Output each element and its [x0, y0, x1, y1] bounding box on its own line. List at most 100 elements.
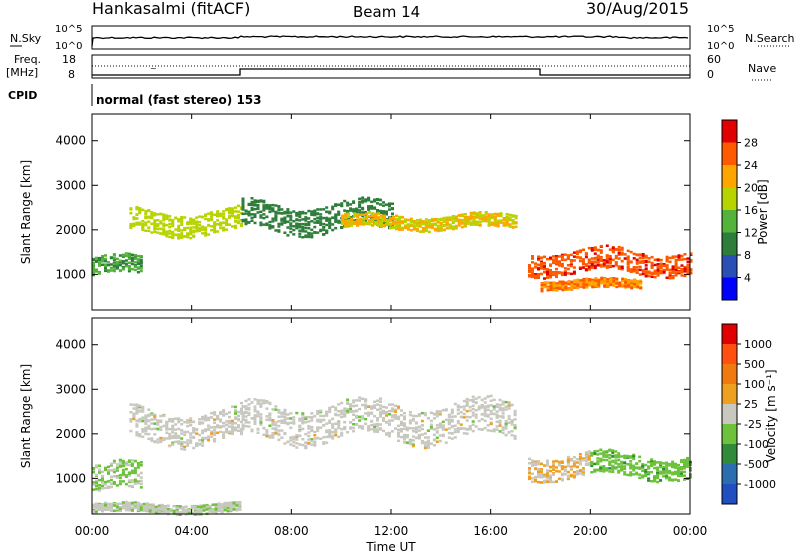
range-cell — [98, 261, 101, 265]
range-cell — [130, 480, 134, 483]
range-cell — [683, 257, 687, 261]
range-cell — [395, 223, 398, 226]
range-cell — [127, 479, 131, 482]
range-cell — [540, 476, 543, 479]
range-cell — [268, 412, 272, 415]
range-cell — [118, 461, 122, 464]
range-cell — [262, 401, 266, 405]
range-cell — [374, 222, 378, 226]
range-cell — [240, 222, 243, 226]
range-cell — [129, 226, 133, 229]
range-cell — [552, 281, 556, 284]
range-cell — [244, 421, 248, 424]
range-cell — [379, 211, 382, 214]
range-cell — [632, 455, 636, 458]
range-cell — [135, 217, 139, 220]
range-cell — [313, 434, 317, 437]
range-cell — [686, 456, 689, 460]
range-cell — [213, 228, 217, 232]
range-cell — [356, 214, 360, 218]
range-cell — [178, 511, 182, 515]
range-cell — [385, 211, 388, 214]
range-cell — [331, 216, 335, 219]
range-cell — [668, 464, 672, 467]
range-cell — [408, 419, 412, 422]
range-cell — [136, 503, 140, 506]
range-cell — [438, 439, 442, 443]
range-cell — [268, 204, 272, 207]
range-cell — [344, 220, 348, 223]
range-cell — [635, 472, 639, 476]
range-cell — [213, 433, 217, 436]
range-cell — [686, 257, 690, 260]
range-cell — [623, 456, 627, 460]
range-cell — [388, 431, 391, 435]
range-cell — [495, 415, 499, 418]
range-cell — [204, 414, 208, 418]
range-cell — [135, 405, 139, 408]
range-cell — [235, 501, 239, 504]
range-cell — [253, 201, 257, 204]
range-cell — [331, 426, 335, 429]
range-cell — [644, 468, 648, 472]
range-cell — [662, 472, 666, 475]
range-cell — [391, 224, 394, 227]
range-cell — [626, 269, 630, 272]
range-cell — [382, 417, 385, 420]
range-cell — [262, 201, 266, 204]
range-cell — [231, 207, 234, 211]
range-cell — [349, 421, 353, 424]
range-cell — [674, 274, 678, 277]
range-cell — [139, 264, 143, 268]
range-cell — [92, 483, 95, 486]
range-cell — [132, 407, 136, 410]
range-cell — [136, 260, 140, 264]
range-cell — [250, 219, 254, 222]
range-cell — [237, 429, 240, 432]
range-cell — [92, 266, 95, 269]
range-cell — [153, 433, 157, 436]
range-cell — [156, 427, 160, 431]
range-cell — [316, 418, 320, 422]
range-cell — [686, 272, 690, 275]
range-cell — [244, 405, 248, 408]
range-cell — [322, 418, 326, 422]
range-cell — [617, 452, 621, 455]
range-cell — [578, 460, 582, 463]
range-cell — [584, 459, 588, 463]
range-cell — [304, 230, 308, 233]
range-cell — [489, 421, 493, 424]
range-cell — [397, 428, 400, 431]
range-cell — [228, 422, 231, 425]
range-cell — [680, 274, 684, 277]
range-cell — [124, 259, 128, 262]
range-cell — [231, 419, 234, 423]
range-cell — [129, 207, 133, 210]
range-cell — [231, 225, 234, 228]
range-cell — [611, 451, 615, 454]
range-cell — [353, 221, 357, 225]
range-cell — [216, 230, 220, 233]
range-cell — [361, 196, 365, 199]
range-cell — [507, 417, 511, 421]
range-cell — [365, 222, 369, 226]
range-cell — [611, 264, 615, 268]
range-cell — [156, 223, 160, 226]
range-cell — [468, 409, 472, 412]
noise-tick-top-right: 10^5 — [707, 24, 734, 35]
range-cell — [130, 509, 134, 512]
range-cell — [615, 279, 619, 283]
range-cell — [213, 221, 217, 224]
range-cell — [594, 284, 598, 287]
range-cell — [223, 507, 227, 510]
range-cell — [98, 464, 101, 467]
range-cell — [101, 477, 104, 480]
range-cell — [507, 415, 511, 418]
range-cell — [280, 421, 284, 424]
range-cell — [639, 286, 643, 290]
range-cell — [397, 415, 400, 419]
range-cell — [420, 427, 424, 431]
range-cell — [623, 461, 627, 465]
